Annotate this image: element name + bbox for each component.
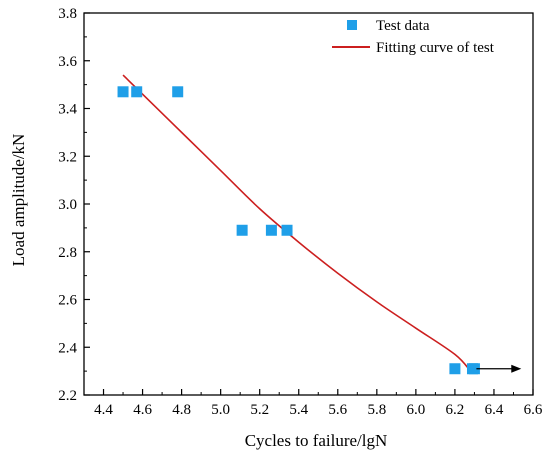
x-axis-title: Cycles to failure/lgN: [245, 431, 388, 450]
y-tick-label: 2.6: [58, 293, 77, 309]
fitting-curve-line: [122, 74, 472, 372]
x-tick-label: 5.4: [289, 402, 308, 418]
y-tick-label: 3.0: [58, 197, 77, 213]
y-axis: 2.2 2.4 2.6 2.8 3.0 3.2 3.4 3.6 3.8: [58, 6, 90, 404]
y-axis-title: Load amplitude/kN: [9, 134, 28, 267]
plot-frame: [83, 12, 534, 396]
y-tick-label: 2.4: [58, 340, 77, 356]
plot-area: [83, 12, 534, 396]
y-tick-label: 2.8: [58, 245, 77, 261]
legend-label-test-data: Test data: [376, 18, 430, 34]
annotation-layer: [476, 364, 522, 373]
data-point: [236, 224, 248, 236]
x-tick-label: 5.6: [328, 402, 347, 418]
data-point: [281, 224, 293, 236]
y-tick-label: 2.2: [58, 388, 77, 404]
data-point: [131, 86, 143, 98]
fitting-curve-layer: [122, 74, 472, 372]
legend-marker-test-data: [347, 20, 357, 30]
data-point: [265, 224, 277, 236]
data-point: [172, 86, 184, 98]
y-tick-label: 3.2: [58, 149, 77, 165]
runout-arrow-head: [511, 364, 522, 373]
data-point: [449, 363, 461, 375]
x-tick-label: 6.2: [446, 402, 465, 418]
x-tick-label: 5.8: [367, 402, 386, 418]
y-tick-label: 3.8: [58, 6, 77, 22]
y-tick-label: 3.4: [58, 102, 77, 118]
x-axis: 4.4 4.6 4.8 5.0 5.2 5.4 5.6 5.8 6.0 6.2 6.4 6.6: [94, 389, 543, 418]
legend: Test data Fitting curve of test: [332, 18, 495, 56]
x-tick-label: 5.2: [250, 402, 269, 418]
legend-label-fitting-curve: Fitting curve of test: [376, 40, 495, 56]
x-tick-label: 4.4: [94, 402, 113, 418]
y-tick-label: 3.6: [58, 54, 77, 70]
test-data-layer: [117, 86, 480, 375]
data-point: [468, 363, 480, 375]
x-tick-label: 6.4: [485, 402, 504, 418]
x-tick-label: 4.6: [133, 402, 152, 418]
x-tick-label: 5.0: [211, 402, 230, 418]
x-tick-label: 6.0: [406, 402, 425, 418]
data-point: [117, 86, 129, 98]
x-tick-label: 4.8: [172, 402, 191, 418]
x-tick-label: 6.6: [524, 402, 543, 418]
